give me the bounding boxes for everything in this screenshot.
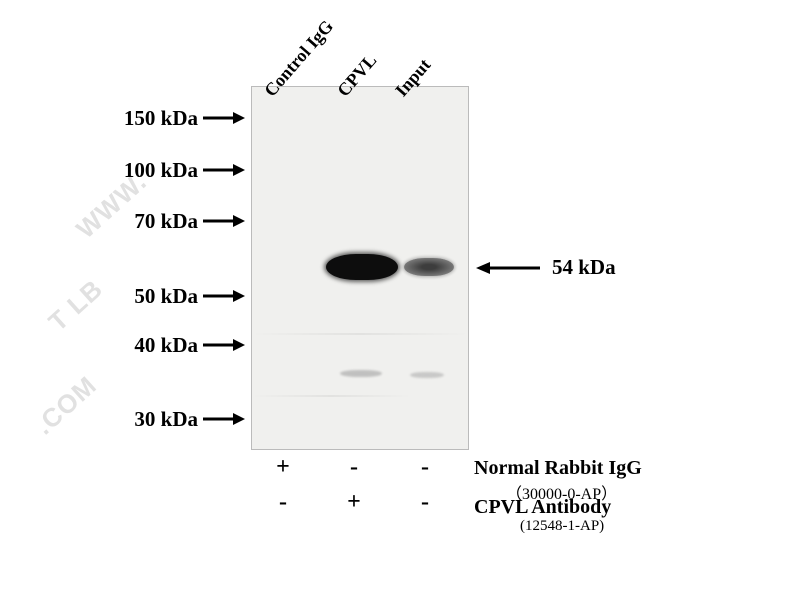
mw-arrow-icon — [203, 412, 245, 426]
pm-cell: - — [415, 489, 435, 516]
mw-arrow-icon — [203, 214, 245, 228]
band-arrow-icon — [476, 260, 540, 276]
ip-western-blot-figure: WWW. T LB .COM Control IgG CPVL Input 15… — [0, 0, 800, 600]
band-size-label: 54 kDa — [552, 255, 616, 280]
mw-label: 70 kDa — [88, 209, 198, 234]
mw-arrow-icon — [203, 111, 245, 125]
membrane-crease — [251, 395, 411, 397]
cpvl-antibody-catalog: (12548-1-AP) — [520, 518, 604, 535]
mw-arrow-icon — [203, 338, 245, 352]
mw-label: 150 kDa — [88, 106, 198, 131]
pm-cell: - — [344, 454, 364, 481]
cpvl-antibody-label: CPVL Antibody — [474, 497, 611, 518]
mw-arrow-icon — [203, 163, 245, 177]
mw-label: 30 kDa — [88, 407, 198, 432]
pm-cell: + — [344, 489, 364, 516]
membrane-crease — [251, 333, 469, 335]
blot-band — [326, 254, 398, 280]
pm-cell: + — [273, 454, 293, 481]
mw-label: 100 kDa — [88, 158, 198, 183]
pm-cell: - — [273, 489, 293, 516]
mw-label: 50 kDa — [88, 284, 198, 309]
blot-band — [404, 258, 454, 276]
mw-arrow-icon — [203, 289, 245, 303]
blot-band — [340, 370, 382, 377]
blot-band — [410, 372, 444, 378]
pm-cell: - — [415, 454, 435, 481]
mw-label: 40 kDa — [88, 333, 198, 358]
normal-rabbit-igg-label: Normal Rabbit IgG — [474, 458, 642, 479]
